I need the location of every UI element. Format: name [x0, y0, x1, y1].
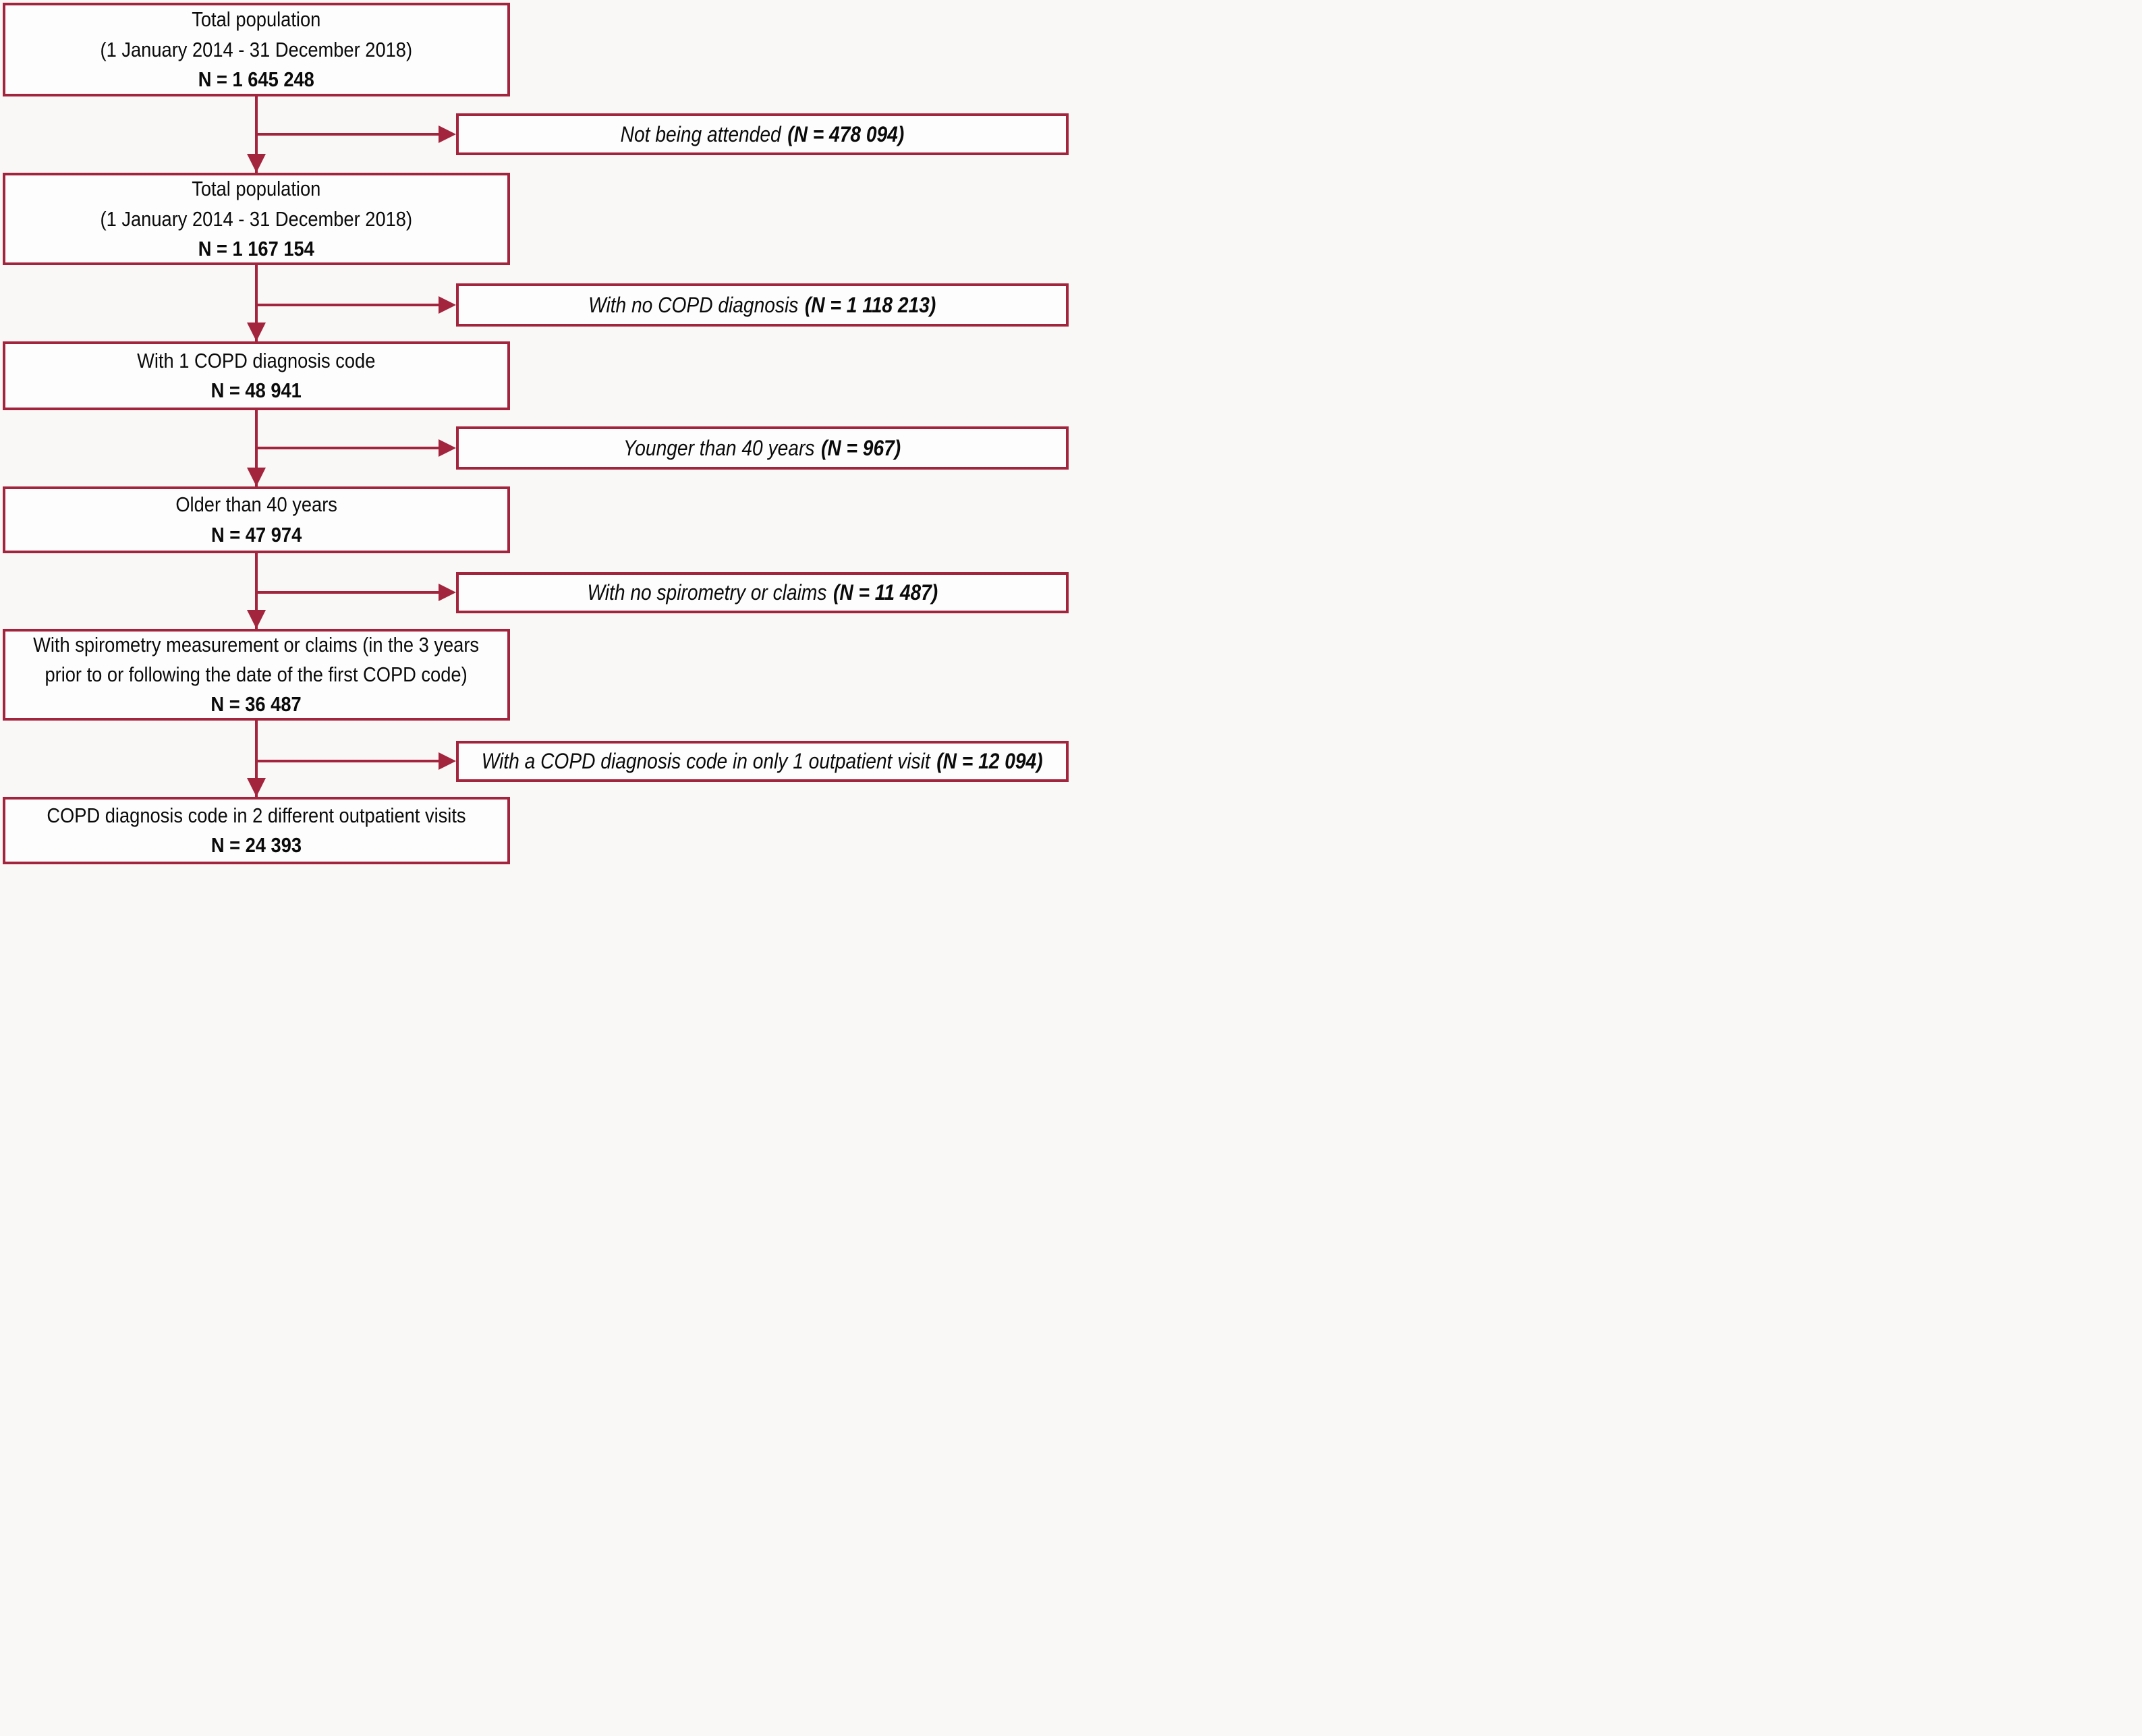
- connector-horizontal-2: [255, 304, 443, 306]
- exclusion-label: With a COPD diagnosis code in only 1 out…: [482, 749, 931, 774]
- box-n-value: N = 1 167 154: [198, 236, 315, 260]
- arrow-down-icon-5: [247, 778, 266, 797]
- arrow-down-icon-4: [247, 610, 266, 629]
- box-n-value: N = 1 645 248: [198, 67, 315, 91]
- box-description: Older than 40 years: [175, 493, 337, 517]
- exclusion-box-not-attended: Not being attended (N = 478 094): [456, 113, 1069, 155]
- box-n-value: N = 48 941: [210, 379, 302, 402]
- cohort-selection-flowchart: Total population (1 January 2014 - 31 De…: [0, 0, 1071, 868]
- exclusion-label: Younger than 40 years: [623, 435, 815, 460]
- exclusion-box-no-spirometry: With no spirometry or claims (N = 11 487): [456, 572, 1069, 613]
- exclusion-box-one-outpatient-visit: With a COPD diagnosis code in only 1 out…: [456, 741, 1069, 782]
- connector-horizontal-1: [255, 133, 443, 136]
- exclusion-label: With no spirometry or claims: [587, 580, 827, 605]
- arrow-down-icon-1: [247, 154, 266, 173]
- box-n-value: N = 24 393: [210, 833, 302, 857]
- box-n-value: N = 47 974: [210, 522, 302, 547]
- arrow-right-icon-3: [439, 439, 456, 457]
- box-description: With 1 COPD diagnosis code: [137, 348, 376, 372]
- connector-vertical-2: [255, 265, 258, 341]
- exclusion-n-value: (N = 967): [821, 435, 901, 460]
- box-description: COPD diagnosis code in 2 different outpa…: [47, 803, 466, 827]
- exclusion-n-value: (N = 1 118 213): [805, 292, 936, 317]
- flow-box-spirometry-or-claims: With spirometry measurement or claims (i…: [3, 629, 510, 721]
- arrow-down-icon-2: [247, 323, 266, 341]
- exclusion-box-no-copd-diagnosis: With no COPD diagnosis (N = 1 118 213): [456, 283, 1069, 327]
- arrow-down-icon-3: [247, 468, 266, 486]
- exclusion-n-value: (N = 478 094): [787, 121, 905, 146]
- arrow-right-icon-1: [439, 125, 456, 143]
- exclusion-n-value: (N = 11 487): [833, 580, 938, 605]
- connector-vertical-5: [255, 721, 258, 797]
- connector-horizontal-5: [255, 760, 443, 762]
- arrow-right-icon-5: [439, 752, 456, 770]
- arrow-right-icon-2: [439, 296, 456, 314]
- box-description: Total population (1 January 2014 - 31 De…: [100, 177, 413, 231]
- connector-horizontal-4: [255, 591, 443, 594]
- flow-box-total-population-attended: Total population (1 January 2014 - 31 De…: [3, 173, 510, 265]
- box-n-value: N = 36 487: [210, 692, 302, 717]
- connector-horizontal-3: [255, 447, 443, 449]
- flow-box-total-population-initial: Total population (1 January 2014 - 31 De…: [3, 3, 510, 96]
- exclusion-box-younger-than-40: Younger than 40 years (N = 967): [456, 426, 1069, 470]
- exclusion-n-value: (N = 12 094): [936, 749, 1043, 774]
- flow-box-older-than-40: Older than 40 years N = 47 974: [3, 486, 510, 553]
- arrow-right-icon-4: [439, 584, 456, 601]
- box-description: With spirometry measurement or claims (i…: [33, 632, 480, 686]
- box-description: Total population (1 January 2014 - 31 De…: [100, 7, 413, 61]
- flow-box-copd-diagnosis-code: With 1 COPD diagnosis code N = 48 941: [3, 341, 510, 410]
- flow-box-copd-two-outpatient-visits: COPD diagnosis code in 2 different outpa…: [3, 797, 510, 864]
- exclusion-label: With no COPD diagnosis: [588, 292, 799, 317]
- exclusion-label: Not being attended: [620, 121, 781, 146]
